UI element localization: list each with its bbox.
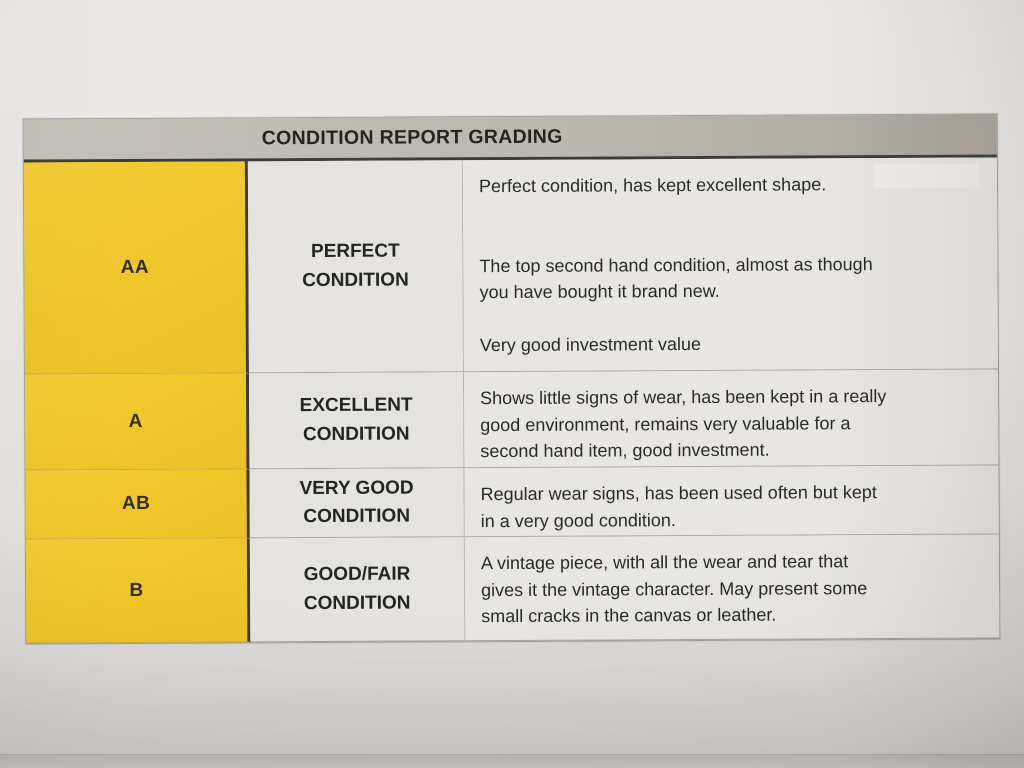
description-paragraph: A vintage piece, with all the wear and t… <box>480 551 868 627</box>
table-title: CONDITION REPORT GRADING <box>261 125 563 149</box>
description-paragraph: Very good investment value <box>479 333 702 356</box>
label-cell-perfect-condition: PERFECT CONDITION <box>247 160 464 374</box>
label-line: PERFECT <box>310 240 400 263</box>
description-paragraph: Shows little signs of wear, has been kep… <box>480 386 887 462</box>
label-line: GOOD/FAIR <box>303 563 411 586</box>
table-header-row: CONDITION REPORT GRADING <box>23 114 997 163</box>
label-line: CONDITION <box>302 423 410 445</box>
grade-cell-b: B <box>25 538 251 644</box>
description-cell-aa: Perfect condition, has kept excellent sh… <box>462 157 998 373</box>
whiteout-patch <box>874 163 980 189</box>
grade-cell-ab: AB <box>25 469 250 540</box>
label-cell-excellent-condition: EXCELLENT CONDITION <box>248 372 465 470</box>
label-line: CONDITION <box>302 269 409 291</box>
grade-value: A <box>128 410 143 432</box>
description-cell-a: Shows little signs of wear, has been kep… <box>463 369 999 469</box>
label-cell-good-fair-condition: GOOD/FAIR CONDITION <box>249 537 466 643</box>
label-line: CONDITION <box>303 592 411 614</box>
label-line: CONDITION <box>303 505 411 528</box>
grade-value: AA <box>120 256 150 278</box>
grade-value: AB <box>121 492 151 515</box>
grade-cell-a: A <box>24 373 250 471</box>
label-line: EXCELLENT <box>299 394 413 417</box>
grade-value: B <box>129 579 144 601</box>
description-paragraph: The top second hand condition, almost as… <box>479 253 873 303</box>
label-line: VERY GOOD <box>299 477 414 499</box>
paper-bottom-edge <box>0 754 1024 768</box>
description-cell-b: A vintage piece, with all the wear and t… <box>464 534 1000 642</box>
condition-grading-table: CONDITION REPORT GRADING AA PERFECT COND… <box>22 113 1001 645</box>
label-cell-very-good-condition: VERY GOOD CONDITION <box>249 468 465 539</box>
description-cell-ab: Regular wear signs, has been used often … <box>464 465 999 538</box>
description-paragraph: Regular wear signs, has been used often … <box>480 482 877 531</box>
grade-cell-aa: AA <box>23 161 249 375</box>
